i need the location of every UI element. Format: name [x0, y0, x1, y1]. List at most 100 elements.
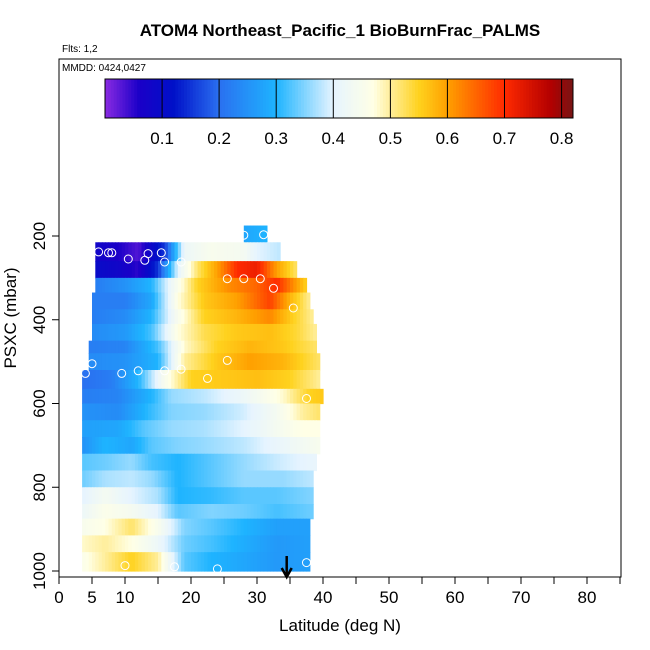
curtain-cell — [95, 453, 100, 472]
curtain-cell — [296, 340, 301, 354]
curtain-cell — [151, 309, 156, 325]
curtain-cell — [174, 518, 179, 537]
curtain-cell — [233, 370, 238, 390]
curtain-cell — [237, 292, 242, 310]
curtain-cell — [95, 323, 100, 342]
curtain-cell — [98, 370, 103, 390]
curtain-cell — [224, 518, 228, 537]
curtain-cell — [253, 487, 258, 505]
curtain-cell — [286, 370, 291, 390]
curtain-cell — [293, 353, 298, 371]
curtain-cell — [273, 353, 278, 371]
curtain-cell — [144, 453, 149, 472]
curtain-cell — [224, 323, 228, 342]
curtain-cell — [204, 370, 209, 390]
curtain-cell — [111, 470, 116, 488]
curtain-cell — [283, 552, 288, 572]
curtain-cell — [187, 340, 192, 354]
curtain-cell — [82, 518, 86, 537]
curtain-cell — [95, 388, 100, 405]
curtain-cell — [204, 470, 209, 488]
curtain-cell — [263, 388, 268, 405]
curtain-cell — [220, 353, 225, 371]
curtain-cell — [111, 277, 116, 294]
curtain-cell — [111, 292, 116, 310]
colorbar-segment — [315, 79, 320, 118]
curtain-cell — [306, 420, 311, 438]
curtain-cell — [98, 487, 103, 505]
sample-point — [239, 274, 249, 284]
curtain-cell — [233, 552, 238, 572]
curtain-cell — [280, 504, 284, 520]
curtain-cell — [230, 242, 235, 262]
curtain-cell — [210, 340, 215, 354]
curtain-cell — [167, 453, 172, 472]
curtain-cell — [128, 292, 133, 310]
curtain-cell — [174, 403, 179, 421]
curtain-cell — [233, 277, 238, 294]
curtain-cell — [144, 403, 149, 421]
curtain-cell — [266, 309, 271, 325]
curtain-cell — [230, 535, 235, 553]
curtain-cell — [214, 242, 218, 262]
curtain-cell — [187, 292, 192, 310]
curtain-cell — [273, 403, 278, 421]
curtain-cell — [121, 535, 126, 553]
curtain-cell — [154, 420, 159, 438]
curtain-cell — [128, 470, 133, 488]
colorbar-segment — [333, 79, 337, 118]
curtain-cell — [306, 437, 311, 455]
curtain-cell — [270, 535, 275, 553]
curtain-cell — [167, 292, 172, 310]
curtain-cell — [144, 340, 149, 354]
curtain-cell — [270, 403, 275, 421]
curtain-cell — [214, 487, 218, 505]
curtain-cell — [131, 340, 136, 354]
curtain-cell — [276, 504, 281, 520]
curtain-cell — [121, 261, 126, 279]
curtain-cell — [280, 388, 284, 405]
curtain-cell — [197, 242, 202, 262]
curtain-cell — [105, 261, 110, 279]
curtain-cell — [167, 518, 172, 537]
curtain-cell — [171, 323, 176, 342]
curtain-cell — [174, 453, 179, 472]
curtain-cell — [253, 453, 258, 472]
colorbar: 0.1 0.2 0.3 0.4 0.5 0.6 0.7 0.8 — [104, 78, 574, 148]
curtain-cell — [207, 309, 212, 325]
curtain-cell — [105, 353, 110, 371]
colorbar-segment — [461, 79, 466, 118]
curtain-cell — [194, 323, 199, 342]
curtain-cell — [303, 518, 308, 537]
curtain-cell — [210, 470, 215, 488]
curtain-cell — [111, 552, 116, 572]
curtain-cell — [134, 437, 139, 455]
curtain-cell — [85, 535, 90, 553]
curtain-cell — [125, 535, 129, 553]
mmdd-label: MMDD: 0424,0427 — [62, 63, 146, 74]
curtain-cell — [247, 518, 251, 537]
flights-label: Flts: 1,2 — [62, 44, 98, 55]
curtain-cell — [204, 242, 209, 262]
curtain-cell — [121, 353, 126, 371]
curtain-cell — [105, 370, 110, 390]
curtain-cell — [105, 323, 110, 342]
curtain-cell — [92, 388, 96, 405]
curtain-cell — [227, 370, 232, 390]
curtain-cell — [233, 261, 238, 279]
curtain-cell — [121, 277, 126, 294]
curtain-cell — [247, 292, 251, 310]
curtain-cell — [151, 518, 156, 537]
curtain-cell — [200, 340, 205, 354]
curtain-cell — [191, 552, 195, 572]
curtain-cell — [210, 487, 215, 505]
curtain-cell — [220, 470, 225, 488]
curtain-cell — [154, 292, 159, 310]
curtain-cell — [280, 277, 284, 294]
curtain-cell — [141, 487, 146, 505]
curtain-cell — [306, 323, 311, 342]
curtain-cell — [128, 370, 133, 390]
curtain-cell — [214, 518, 218, 537]
curtain-cell — [141, 504, 146, 520]
